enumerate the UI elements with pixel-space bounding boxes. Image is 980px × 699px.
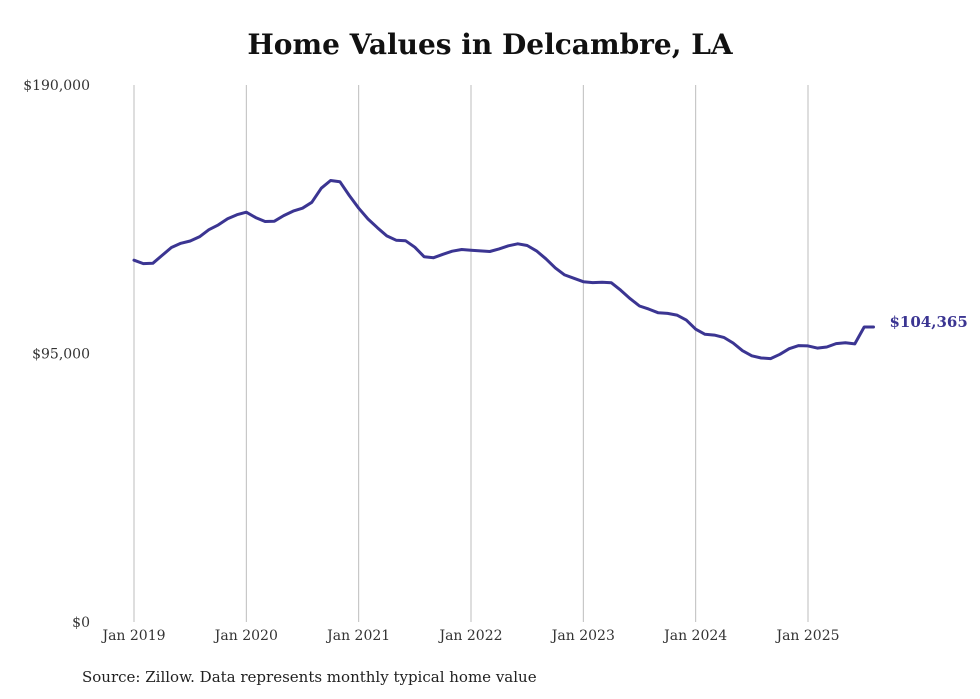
source-note: Source: Zillow. Data represents monthly …	[82, 668, 537, 686]
end-label-layer: $104,365	[889, 313, 967, 331]
gridlines	[133, 85, 809, 622]
series-layer	[132, 179, 875, 361]
x-tick-label: Jan 2020	[213, 628, 278, 644]
x-tick-label: Jan 2023	[550, 628, 615, 644]
y-tick-label: $190,000	[23, 78, 90, 94]
x-tick-label: Jan 2024	[662, 628, 727, 644]
x-tick-label: Jan 2021	[325, 628, 390, 644]
x-tick-label: Jan 2022	[437, 628, 502, 644]
end-value-label: $104,365	[889, 313, 967, 331]
y-axis-ticks: $0 $95,000 $190,000	[23, 78, 90, 631]
x-axis-ticks: Jan 2019 Jan 2020 Jan 2021 Jan 2022 Jan 2023…	[100, 628, 839, 644]
x-tick-label: Jan 2019	[100, 628, 165, 644]
y-tick-label: $95,000	[32, 347, 90, 363]
x-tick-label: Jan 2025	[774, 628, 839, 644]
series-line	[132, 179, 875, 361]
y-tick-label: $0	[72, 615, 90, 631]
chart-title: Home Values in Delcambre, LA	[247, 28, 733, 61]
